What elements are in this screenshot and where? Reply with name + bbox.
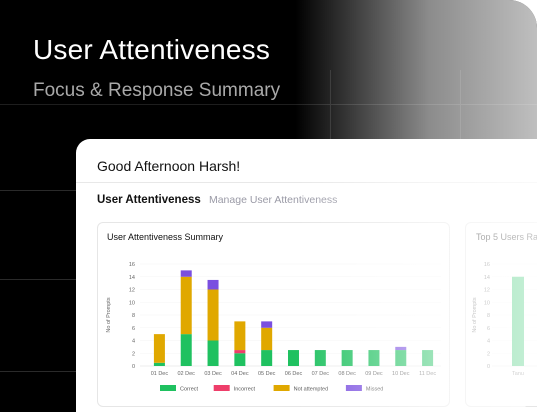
legend-swatch [345, 385, 362, 391]
dashboard-card: Good Afternoon Harsh! User Attentiveness… [76, 139, 537, 412]
bar-segment [288, 350, 299, 366]
bar-segment [207, 340, 219, 366]
tab-bar: User Attentiveness Manage User Attentive… [97, 194, 337, 206]
y-axis-label: No of Prompts [106, 297, 112, 332]
y-tick-label: 12 [129, 288, 135, 294]
bar-segment [395, 346, 407, 351]
y-tick-label: 6 [487, 326, 490, 332]
x-tick-label: 01 Dec [151, 371, 169, 377]
x-tick-label: 11 Dec [419, 371, 436, 377]
x-tick-label: 04 Dec [231, 371, 249, 377]
x-tick-label: 02 Dec [178, 371, 196, 377]
y-tick-label: 0 [132, 364, 135, 370]
x-tick-label: 05 Dec [258, 371, 276, 377]
y-tick-label: 0 [487, 364, 490, 370]
x-tick-label: 10 Dec [392, 371, 410, 377]
bar-segment [395, 350, 407, 366]
y-tick-label: 12 [484, 288, 490, 294]
top-users-panel: Top 5 Users Ra 0 2 4 6 8 10 12 14 16 No of Prompt… [465, 222, 537, 407]
x-tick-label: Tanu [512, 371, 524, 377]
y-tick-label: 4 [487, 339, 490, 345]
grid-line [0, 104, 537, 105]
legend-swatch [160, 385, 176, 391]
bar-segment [422, 350, 434, 366]
bar-segment [234, 353, 246, 366]
bar-segment [180, 276, 192, 335]
y-tick-label: 2 [132, 351, 135, 357]
hero-subtitle: Focus & Response Summary [33, 80, 281, 101]
bar-segment [153, 334, 165, 363]
greeting-text: Good Afternoon Harsh! [97, 158, 241, 174]
legend-label: Missed [366, 387, 383, 393]
tab-user-attentiveness[interactable]: User Attentiveness [97, 194, 201, 206]
legend-label: Incorrect [234, 387, 256, 393]
bar-segment [261, 350, 273, 366]
legend-label: Correct [180, 387, 199, 393]
bar-segment [234, 321, 246, 351]
legend-swatch [213, 385, 230, 391]
bar-segment [234, 350, 246, 354]
y-tick-label: 16 [484, 262, 490, 268]
bar-segment [207, 289, 219, 341]
y-tick-label: 6 [132, 326, 135, 332]
y-tick-label: 16 [129, 262, 135, 268]
y-tick-label: 4 [132, 339, 135, 345]
bar-segment [207, 279, 219, 290]
y-tick-label: 14 [484, 275, 490, 281]
y-tick-label: 10 [129, 300, 135, 306]
y-tick-label: 10 [484, 300, 490, 306]
legend-swatch [273, 385, 290, 391]
bar-segment [341, 350, 353, 366]
x-tick-label: 03 Dec [204, 371, 222, 377]
bar-segment [153, 362, 165, 366]
x-tick-label: 09 Dec [365, 371, 383, 377]
attentiveness-summary-chart: 0 2 4 6 8 10 12 14 16 No of Prompts 01 Dec 02 Dec 03… [106, 262, 441, 393]
y-axis-label: No of Prompts [472, 297, 478, 332]
bar-segment [261, 327, 273, 351]
x-tick-label: 06 Dec [285, 371, 303, 377]
x-tick-label: 08 Dec [338, 371, 356, 377]
y-tick-label: 8 [132, 313, 135, 319]
top-users-chart: 0 2 4 6 8 10 12 14 16 No of Prompts Tanu [472, 262, 537, 377]
bar-segment [180, 334, 192, 366]
attentiveness-summary-panel: User Attentiveness Summary 0 2 4 6 8 10 12 14 16… [97, 222, 450, 407]
y-tick-label: 14 [129, 275, 135, 281]
bar-segment [180, 270, 192, 277]
x-tick-label: 07 Dec [312, 371, 330, 377]
y-tick-label: 2 [487, 351, 490, 357]
header-divider [76, 182, 537, 183]
y-tick-label: 8 [487, 313, 490, 319]
bar-segment [314, 350, 326, 366]
tab-manage-user-attentiveness[interactable]: Manage User Attentiveness [208, 194, 338, 206]
bar-segment [368, 350, 380, 366]
legend-label: Not attempted [294, 387, 329, 393]
bar [512, 276, 524, 366]
bar-segment [261, 321, 273, 328]
hero-title: User Attentiveness [33, 34, 271, 65]
